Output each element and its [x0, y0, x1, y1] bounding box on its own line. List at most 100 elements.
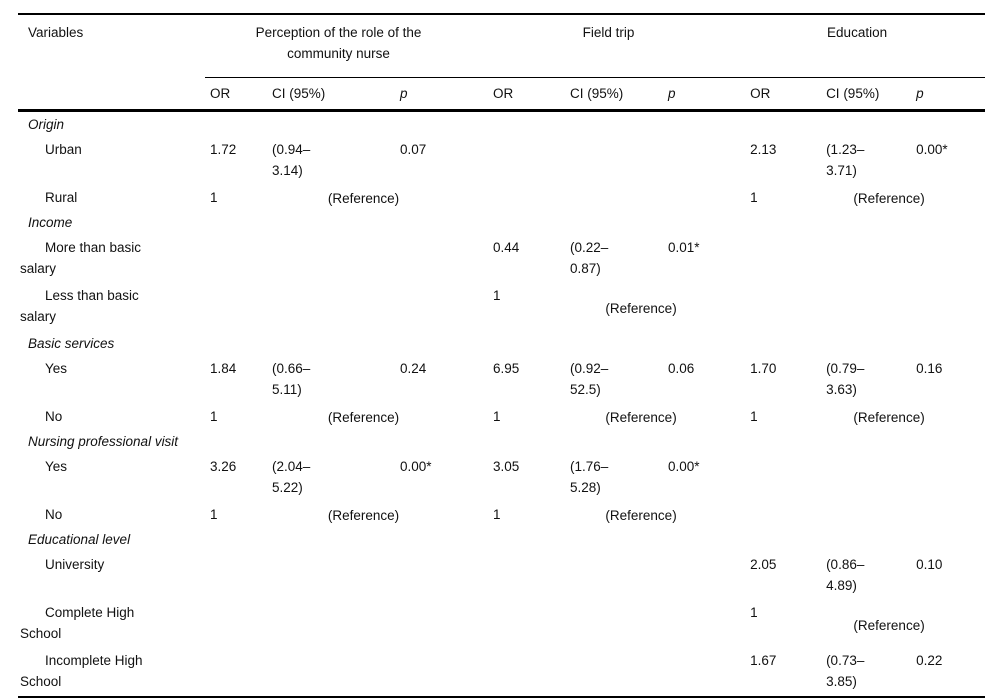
- p-value: 0.00*: [916, 142, 948, 157]
- ci-value: (0.22– 0.87): [570, 240, 609, 276]
- reference-value: (Reference): [605, 300, 677, 316]
- row-label: More than basic salary: [20, 240, 142, 276]
- row-label: Urban: [45, 142, 82, 157]
- section-row: Origin: [18, 111, 985, 138]
- p-header: p: [395, 77, 489, 112]
- data-row: Rural 1 (Reference) 1 (Reference): [18, 185, 985, 210]
- empty-cell: [267, 235, 395, 283]
- empty-cell: [267, 600, 395, 648]
- or-value: 3.05: [493, 459, 520, 474]
- ci-value: (1.76– 5.28): [570, 459, 609, 495]
- empty-cell: [821, 454, 911, 502]
- group-header-row: Variables Perception of the role of the …: [18, 14, 986, 112]
- p-value: 0.01*: [668, 240, 700, 255]
- empty-cell: [565, 137, 663, 185]
- empty-cell: [267, 552, 395, 600]
- empty-cell: [395, 283, 488, 331]
- p-value: 0.00*: [400, 459, 432, 474]
- empty-cell: [565, 648, 663, 697]
- variables-header: Variables: [18, 14, 205, 112]
- section-label: Income: [28, 215, 73, 230]
- reference-value: (Reference): [327, 191, 400, 206]
- row-label: No: [45, 409, 63, 424]
- p-value: 0.16: [916, 361, 943, 376]
- data-row: More than basic salary 0.44 (0.22– 0.87) 0.…: [18, 235, 985, 283]
- or-value: 1.70: [750, 361, 777, 376]
- section-label: Educational level: [28, 532, 131, 547]
- empty-cell: [395, 552, 488, 600]
- or-value: 0.44: [493, 240, 520, 255]
- data-row: Less than basic salary 1 (Reference): [18, 283, 985, 331]
- ci-value: (1.23– 3.71): [826, 142, 865, 178]
- row-label: Complete High School: [20, 605, 135, 641]
- data-row: Complete High School 1 (Reference): [18, 600, 985, 648]
- ci-value: (2.04– 5.22): [272, 459, 311, 495]
- reference-value: (Reference): [853, 191, 925, 206]
- empty-cell: [205, 600, 267, 648]
- or-header: OR: [488, 77, 566, 112]
- or-header: OR: [205, 77, 267, 112]
- or-value: 1: [493, 409, 501, 424]
- p-value: 0.06: [668, 361, 695, 376]
- or-header: OR: [745, 77, 822, 112]
- empty-cell: [911, 454, 985, 502]
- empty-cell: [821, 283, 911, 331]
- reference-value: (Reference): [327, 410, 400, 425]
- or-value: 1: [750, 409, 758, 424]
- empty-cell: [821, 235, 911, 283]
- group-header-field-trip: Field trip: [488, 14, 746, 78]
- ci-value: (0.94– 3.14): [272, 142, 311, 178]
- ci-header: CI (95%): [565, 77, 664, 112]
- empty-cell: [745, 502, 821, 527]
- empty-cell: [488, 552, 565, 600]
- reference-value: (Reference): [853, 410, 925, 425]
- row-label: University: [45, 557, 105, 572]
- group-header-perception: Perception of the role of the community …: [205, 14, 489, 78]
- reference-value: (Reference): [605, 508, 677, 523]
- or-value: 1.67: [750, 653, 777, 668]
- data-row: No 1 (Reference) 1 (Reference): [18, 502, 985, 527]
- section-label: Origin: [28, 117, 65, 132]
- or-value: 2.05: [750, 557, 777, 572]
- p-value: 0.24: [400, 361, 427, 376]
- row-label: No: [45, 507, 63, 522]
- or-value: 1.72: [210, 142, 237, 157]
- group-header-education: Education: [745, 14, 986, 78]
- empty-cell: [911, 235, 985, 283]
- row-label: Less than basic salary: [20, 288, 139, 324]
- empty-cell: [395, 600, 488, 648]
- empty-cell: [205, 552, 267, 600]
- or-value: 1: [750, 605, 758, 620]
- data-row: Yes 3.26 (2.04– 5.22) 0.00* 3.05 (1.76– 5.28)…: [18, 454, 985, 502]
- reference-value: (Reference): [605, 410, 677, 425]
- empty-cell: [488, 137, 565, 185]
- section-label: Nursing professional visit: [28, 434, 179, 449]
- ci-value: (0.92– 52.5): [570, 361, 609, 397]
- empty-cell: [911, 283, 985, 331]
- or-value: 2.13: [750, 142, 777, 157]
- empty-cell: [565, 185, 663, 210]
- or-value: 1: [210, 507, 218, 522]
- section-row: Nursing professional visit: [18, 429, 985, 454]
- or-value: 1: [210, 409, 218, 424]
- data-row: No 1 (Reference) 1 (Reference) 1 (Reference): [18, 404, 985, 429]
- or-value: 1: [750, 190, 758, 205]
- or-value: 1: [493, 288, 501, 303]
- table-body: Origin Urban 1.72 (0.94– 3.14) 0.07 2.13 (1.23…: [18, 111, 985, 698]
- ci-header: CI (95%): [267, 77, 395, 112]
- empty-cell: [488, 600, 565, 648]
- empty-cell: [205, 235, 267, 283]
- data-row: Urban 1.72 (0.94– 3.14) 0.07 2.13 (1.23– 3.71…: [18, 137, 985, 185]
- empty-cell: [267, 648, 395, 697]
- section-row: Educational level: [18, 527, 985, 552]
- odds-ratio-table: Variables Perception of the role of the …: [18, 13, 986, 698]
- reference-value: (Reference): [327, 508, 400, 523]
- empty-cell: [267, 283, 395, 331]
- empty-cell: [663, 600, 745, 648]
- ci-value: (0.73– 3.85): [826, 653, 865, 689]
- empty-cell: [663, 648, 745, 697]
- empty-cell: [565, 552, 663, 600]
- empty-cell: [395, 648, 488, 697]
- p-header: p: [911, 77, 986, 112]
- empty-cell: [205, 283, 267, 331]
